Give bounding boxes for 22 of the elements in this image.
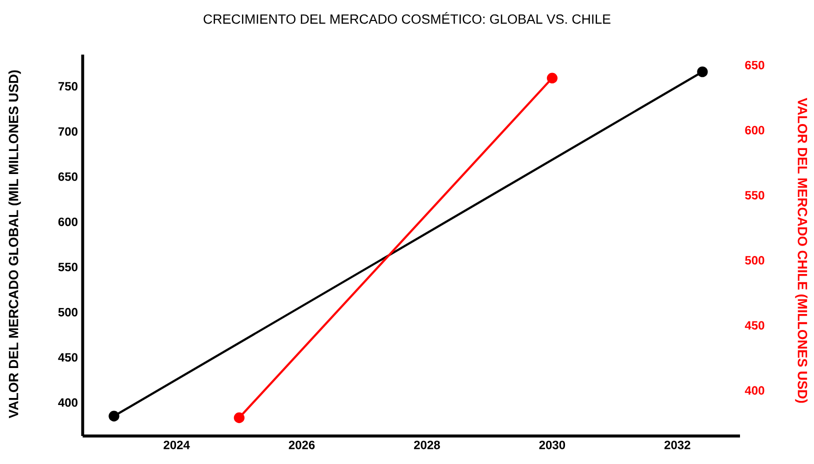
- y2-tick-label: 650: [745, 60, 764, 70]
- y2-axis-title: VALOR DEL MERCADO CHILE (MILLONES USD): [795, 98, 808, 403]
- y-tick-label: 650: [58, 172, 78, 181]
- y2-tick-label: 550: [745, 190, 764, 200]
- x-tick-label: 2032: [664, 440, 690, 450]
- y-tick-label: 450: [58, 353, 78, 362]
- chart-title: CRECIMIENTO DEL MERCADO COSMÉTICO: GLOBAL VS. CHILE: [204, 12, 610, 24]
- y2-tick-label: 500: [745, 256, 764, 265]
- y2-tick-label: 400: [744, 386, 764, 395]
- y2-tick-label: 600: [745, 126, 764, 134]
- y-tick-label: 750: [58, 82, 78, 91]
- x-tick-label: 2028: [414, 440, 440, 450]
- y-axis-title: VALOR DEL MERCADO GLOBAL (MIL MILLONES USD): [8, 70, 21, 418]
- y-tick-label: 400: [58, 398, 78, 407]
- x-tick-label: 2024: [164, 440, 190, 450]
- y-tick-label: 550: [58, 262, 78, 272]
- x-tick-label: 2030: [539, 440, 566, 450]
- y2-tick-label: 450: [744, 321, 764, 330]
- y-tick-label: 700: [58, 127, 78, 136]
- y-tick-label: 600: [58, 218, 78, 226]
- x-tick-label: 2026: [288, 440, 315, 450]
- y-tick-label: 500: [58, 308, 78, 316]
